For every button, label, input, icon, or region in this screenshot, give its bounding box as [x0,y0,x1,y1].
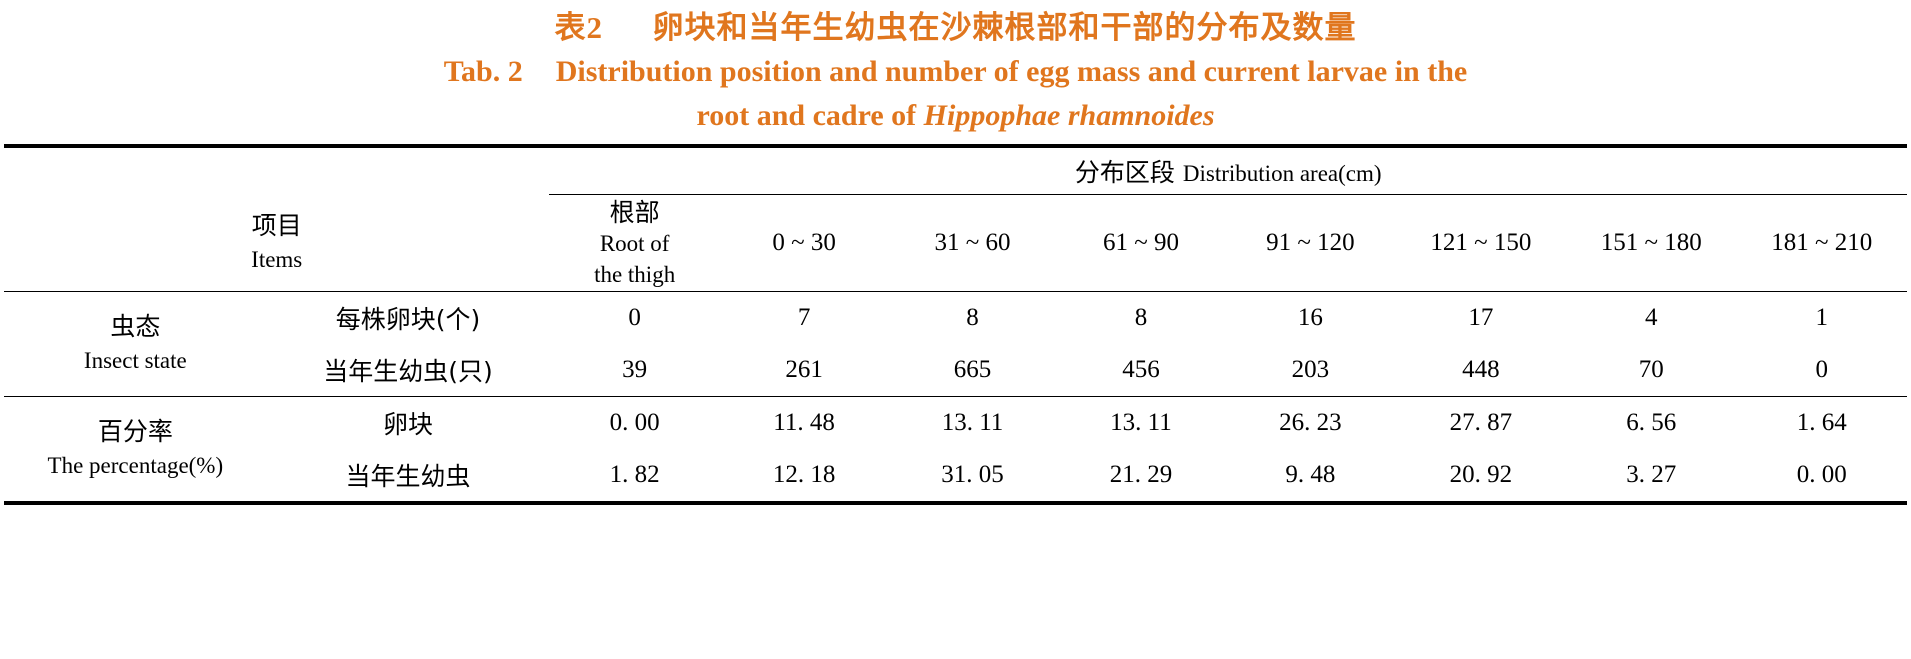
table-row: 当年生幼虫 1. 82 12. 18 31. 05 21. 29 9. 48 2… [4,449,1907,503]
table-row: 虫态 Insect state 每株卵块(个) 0 7 8 8 16 17 4 … [4,291,1907,373]
cell-pct-eggmass-0-30: 11. 48 [773,409,835,436]
cell-pct-eggmass-31-60: 13. 11 [941,409,1004,436]
column-header-0-30: 0 ~ 30 [719,194,889,292]
distribution-area-header-en: Distribution area(cm) [1182,161,1382,186]
column-header-151-180: 151 ~ 180 [1566,194,1737,292]
cell-larvae-31-60: 665 [953,356,992,383]
column-header-root-en-line1: Root of [599,230,670,256]
cell-pct-larvae-0-30: 12. 18 [772,461,836,488]
cell-pct-larvae-31-60: 31. 05 [941,461,1004,488]
column-header-root-en-line2: the thigh [594,261,676,287]
table-container: 分布区段 Distribution area(cm) 项目 Items 根部 Ro… [0,144,1911,505]
group-label-insect-state: 虫态 Insect state [4,292,267,397]
table-caption: 表2 卵块和当年生幼虫在沙棘根部和干部的分布及数量 Tab. 2 Distrib… [0,0,1911,138]
cell-eggmass-61-90: 8 [1134,304,1148,331]
cell-eggmass-121-150: 17 [1468,304,1494,331]
cell-pct-eggmass-root: 0. 00 [609,409,660,436]
row-label-egg-mass-per-plant: 每株卵块(个) [335,305,481,334]
group-label-insect-state-cn: 虫态 [110,312,161,341]
group-label-percentage: 百分率 The percentage(%) [4,397,267,504]
cell-larvae-91-120: 203 [1291,356,1330,383]
cell-pct-eggmass-121-150: 27. 87 [1449,409,1513,436]
column-header-root: 根部 Root of the thigh [549,194,720,292]
cell-larvae-181-210: 0 [1815,356,1828,383]
species-name: Hippophae rhamnoides [923,99,1215,132]
cell-pct-eggmass-181-210: 1. 64 [1796,409,1847,436]
table-header-columns-row: 项目 Items 根部 Root of the thigh 0 ~ 30 31 … [4,194,1907,292]
items-header-cn: 项目 [251,210,302,240]
caption-english-text2-prefix: root and cadre of [696,99,924,132]
caption-english-label: Tab. 2 [443,55,523,88]
column-header-root-cn: 根部 [609,197,660,227]
group-label-insect-state-en: Insect state [83,348,187,373]
cell-pct-larvae-root: 1. 82 [609,461,660,488]
cell-eggmass-151-180: 4 [1645,304,1658,331]
items-header-cell: 项目 Items [4,195,549,292]
cell-pct-larvae-61-90: 21. 29 [1109,461,1173,488]
table-row: 当年生幼虫(只) 39 261 665 456 203 448 70 0 [4,344,1907,397]
cell-eggmass-181-210: 1 [1815,304,1828,331]
empty-corner-cell [4,146,549,195]
cell-larvae-root: 39 [622,356,648,383]
cell-pct-eggmass-151-180: 6. 56 [1626,409,1677,436]
distribution-area-header: 分布区段 Distribution area(cm) [549,146,1907,195]
cell-larvae-151-180: 70 [1638,356,1664,383]
caption-english-text1: Distribution position and number of egg … [555,55,1468,88]
row-label-current-larvae-pct: 当年生幼虫 [345,462,471,491]
cell-pct-larvae-181-210: 0. 00 [1796,461,1847,488]
cell-eggmass-root: 0 [628,304,641,331]
table-row: 百分率 The percentage(%) 卵块 0. 00 11. 48 13… [4,396,1907,478]
group-label-percentage-en: The percentage(%) [47,453,224,478]
column-header-31-60: 31 ~ 60 [888,194,1057,292]
group-label-percentage-cn: 百分率 [97,417,173,446]
items-header-en: Items [251,246,303,272]
cell-pct-eggmass-61-90: 13. 11 [1110,409,1172,436]
distribution-area-header-cn: 分布区段 [1074,158,1175,187]
cell-eggmass-91-120: 16 [1297,304,1323,331]
cell-eggmass-0-30: 7 [797,304,811,331]
cell-pct-larvae-91-120: 9. 48 [1285,461,1336,488]
distribution-table: 分布区段 Distribution area(cm) 项目 Items 根部 Ro… [4,144,1907,505]
caption-chinese-text: 卵块和当年生幼虫在沙棘根部和干部的分布及数量 [652,10,1357,46]
cell-pct-larvae-121-150: 20. 92 [1449,461,1513,488]
column-header-91-120: 91 ~ 120 [1225,194,1396,292]
row-label-current-larvae-count: 当年生幼虫(只) [323,357,493,386]
caption-english-line1: Tab. 2 Distribution position and number … [0,50,1911,94]
cell-pct-eggmass-91-120: 26. 23 [1279,409,1342,436]
column-header-61-90: 61 ~ 90 [1056,194,1226,292]
cell-pct-larvae-151-180: 3. 27 [1626,461,1677,488]
cell-larvae-121-150: 448 [1462,356,1500,383]
cell-larvae-61-90: 456 [1122,356,1160,383]
caption-chinese-label: 表2 [554,10,603,45]
table-header-group-row: 分布区段 Distribution area(cm) [4,146,1907,195]
cell-larvae-0-30: 261 [785,356,823,383]
column-header-121-150: 121 ~ 150 [1395,194,1567,292]
cell-eggmass-31-60: 8 [966,304,979,331]
caption-english-line2: root and cadre of Hippophae rhamnoides [0,94,1911,138]
row-label-egg-mass-pct: 卵块 [383,410,434,439]
column-header-181-210: 181 ~ 210 [1736,194,1907,292]
caption-chinese-line: 表2 卵块和当年生幼虫在沙棘根部和干部的分布及数量 [0,6,1911,50]
